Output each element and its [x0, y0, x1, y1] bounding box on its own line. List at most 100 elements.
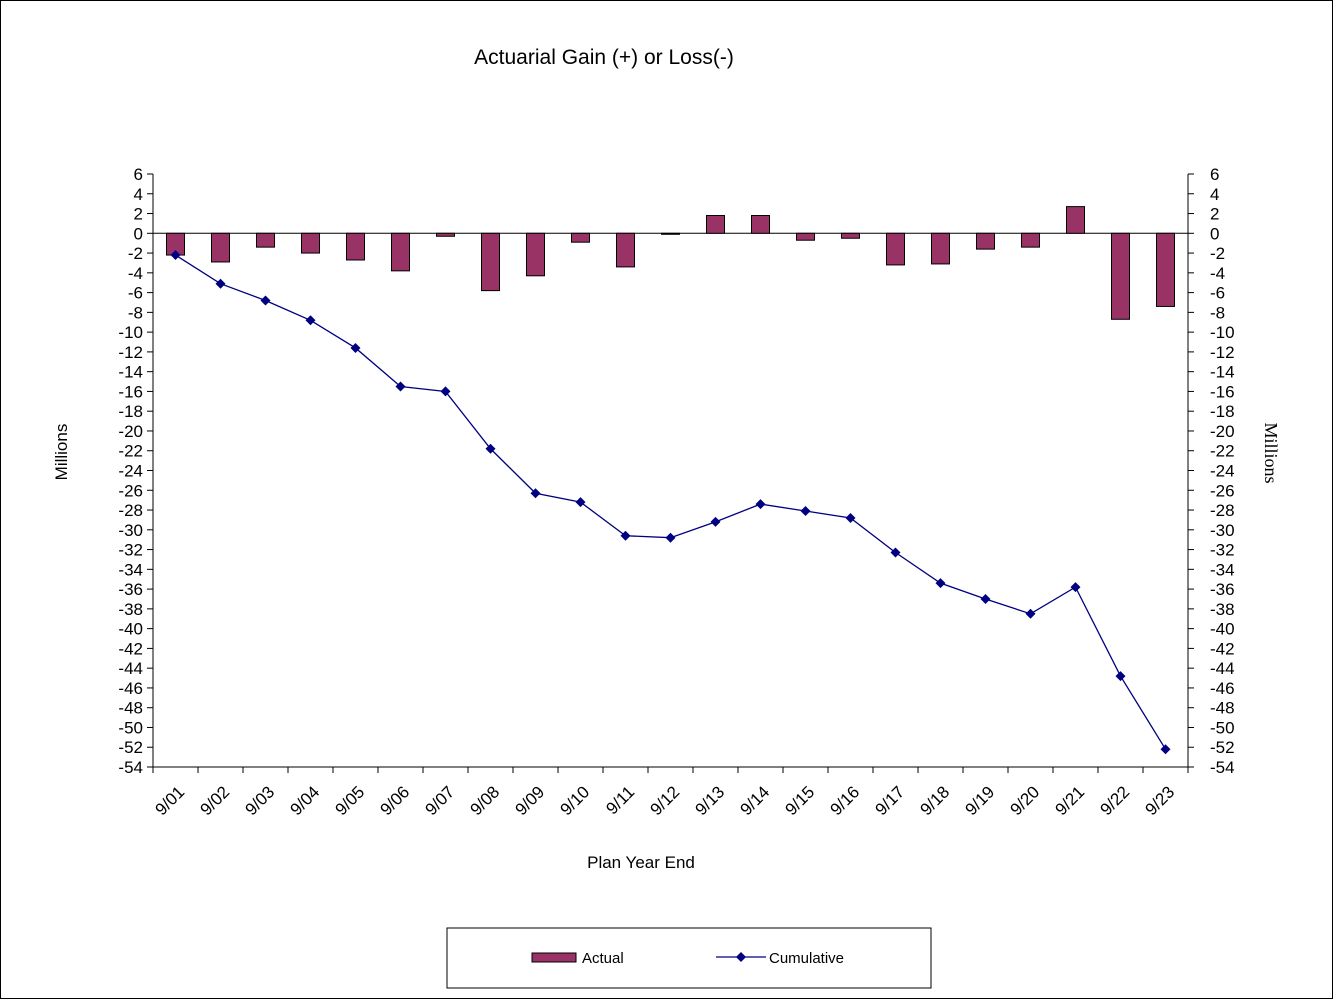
x-tick-label: 9/15	[781, 782, 818, 819]
y-tick-label-right: -20	[1210, 422, 1235, 441]
y-tick-label-left: -54	[118, 758, 143, 777]
bar-actual	[1066, 206, 1085, 234]
y-tick-label-right: -16	[1210, 382, 1235, 401]
bar-actual	[301, 232, 320, 254]
x-tick-label: 9/22	[1096, 782, 1133, 819]
y-tick-label-right: -44	[1210, 659, 1235, 678]
point-cumulative	[980, 593, 991, 604]
y-tick-label-right: -54	[1210, 758, 1235, 777]
bar-actual	[886, 232, 905, 266]
point-cumulative	[530, 488, 541, 499]
y-tick-label-right: -2	[1210, 244, 1225, 263]
point-cumulative	[890, 547, 901, 558]
y-tick-label-left: 6	[134, 165, 143, 184]
point-cumulative	[620, 530, 631, 541]
x-tick-label: 9/11	[602, 782, 638, 818]
y-axis-label-right: Millions	[1261, 422, 1281, 483]
legend-label-cumulative: Cumulative	[769, 950, 844, 967]
bar-actual	[976, 232, 995, 250]
y-tick-label-right: 6	[1210, 165, 1219, 184]
bar-actual	[1156, 232, 1175, 307]
x-tick-label: 9/04	[286, 782, 323, 819]
x-tick-label: 9/21	[1051, 782, 1088, 819]
y-tick-label-left: -8	[128, 303, 143, 322]
y-tick-label-right: -8	[1210, 303, 1225, 322]
x-tick-label: 9/13	[691, 782, 728, 819]
x-tick-label: 9/16	[826, 782, 863, 819]
y-tick-label-right: -18	[1210, 402, 1235, 421]
legend: Actual Cumulative	[446, 927, 932, 989]
y-tick-label-left: -34	[118, 560, 143, 579]
y-tick-label-right: -50	[1210, 718, 1235, 737]
y-tick-label-right: -40	[1210, 620, 1235, 639]
y-tick-label-left: -4	[128, 264, 143, 283]
bar-actual	[391, 232, 410, 272]
bar-actual	[526, 232, 545, 277]
y-tick-label-left: -40	[118, 620, 143, 639]
y-tick-label-right: -32	[1210, 541, 1235, 560]
x-tick-label: 9/09	[511, 782, 548, 819]
y-tick-label-left: 2	[134, 205, 143, 224]
x-tick-label: 9/07	[421, 782, 458, 819]
x-tick-label: 9/23	[1141, 782, 1178, 819]
bar-actual	[436, 232, 455, 237]
y-tick-label-right: -34	[1210, 560, 1235, 579]
y-tick-label-right: -10	[1210, 323, 1235, 342]
bar-actual	[706, 215, 725, 234]
y-tick-label-right: -36	[1210, 580, 1235, 599]
y-tick-label-left: -50	[118, 718, 143, 737]
bar-actual	[346, 232, 365, 261]
legend-box	[446, 927, 932, 989]
point-cumulative	[845, 512, 856, 523]
y-tick-label-left: -42	[118, 639, 143, 658]
bar-actual	[841, 232, 860, 239]
y-tick-label-left: -48	[118, 699, 143, 718]
y-axis-label-left: Millions	[52, 424, 71, 481]
y-tick-label-right: -28	[1210, 501, 1235, 520]
y-tick-label-right: -4	[1210, 264, 1225, 283]
y-tick-label-right: -38	[1210, 600, 1235, 619]
y-tick-label-right: -30	[1210, 521, 1235, 540]
point-cumulative	[1070, 582, 1081, 593]
legend-label-actual: Actual	[582, 950, 624, 967]
y-tick-label-left: -6	[128, 284, 143, 303]
point-cumulative	[665, 532, 676, 543]
y-tick-label-left: 4	[134, 185, 143, 204]
point-cumulative	[485, 443, 496, 454]
x-tick-label: 9/20	[1006, 782, 1043, 819]
x-tick-label: 9/12	[646, 782, 683, 819]
y-tick-label-left: -10	[118, 323, 143, 342]
y-tick-label-right: -46	[1210, 679, 1235, 698]
x-tick-label: 9/10	[556, 782, 593, 819]
bar-actual	[256, 232, 275, 248]
x-tick-label: 9/01	[151, 782, 188, 819]
y-tick-label-left: -52	[118, 738, 143, 757]
y-tick-label-right: -12	[1210, 343, 1235, 362]
x-tick-label: 9/03	[241, 782, 278, 819]
x-tick-label: 9/19	[961, 782, 998, 819]
point-cumulative	[260, 295, 271, 306]
y-tick-label-right: -22	[1210, 442, 1235, 461]
bar-actual	[796, 232, 815, 241]
y-tick-label-left: -36	[118, 580, 143, 599]
point-cumulative	[755, 499, 766, 510]
point-cumulative	[395, 381, 406, 392]
y-tick-label-left: -26	[118, 481, 143, 500]
y-tick-label-right: -42	[1210, 639, 1235, 658]
bar-actual	[661, 232, 680, 235]
bar-actual	[1111, 232, 1130, 320]
point-cumulative	[305, 315, 316, 326]
plot-area: 6 64 42 20 0-2 -2-4 -4-6 -6-8 -8-10 -10-12 -12-14-…	[118, 165, 1234, 819]
x-tick-label: 9/05	[331, 782, 368, 819]
bar-actual	[616, 232, 635, 268]
point-cumulative	[440, 386, 451, 397]
point-cumulative	[935, 578, 946, 589]
x-tick-label: 9/14	[736, 782, 773, 819]
legend-marker-cumulative	[736, 952, 746, 962]
bar-actual	[571, 232, 590, 243]
x-tick-label: 9/08	[466, 782, 503, 819]
y-tick-label-left: -32	[118, 541, 143, 560]
y-tick-label-left: -22	[118, 442, 143, 461]
chart-title: Actuarial Gain (+) or Loss(-)	[474, 46, 734, 69]
